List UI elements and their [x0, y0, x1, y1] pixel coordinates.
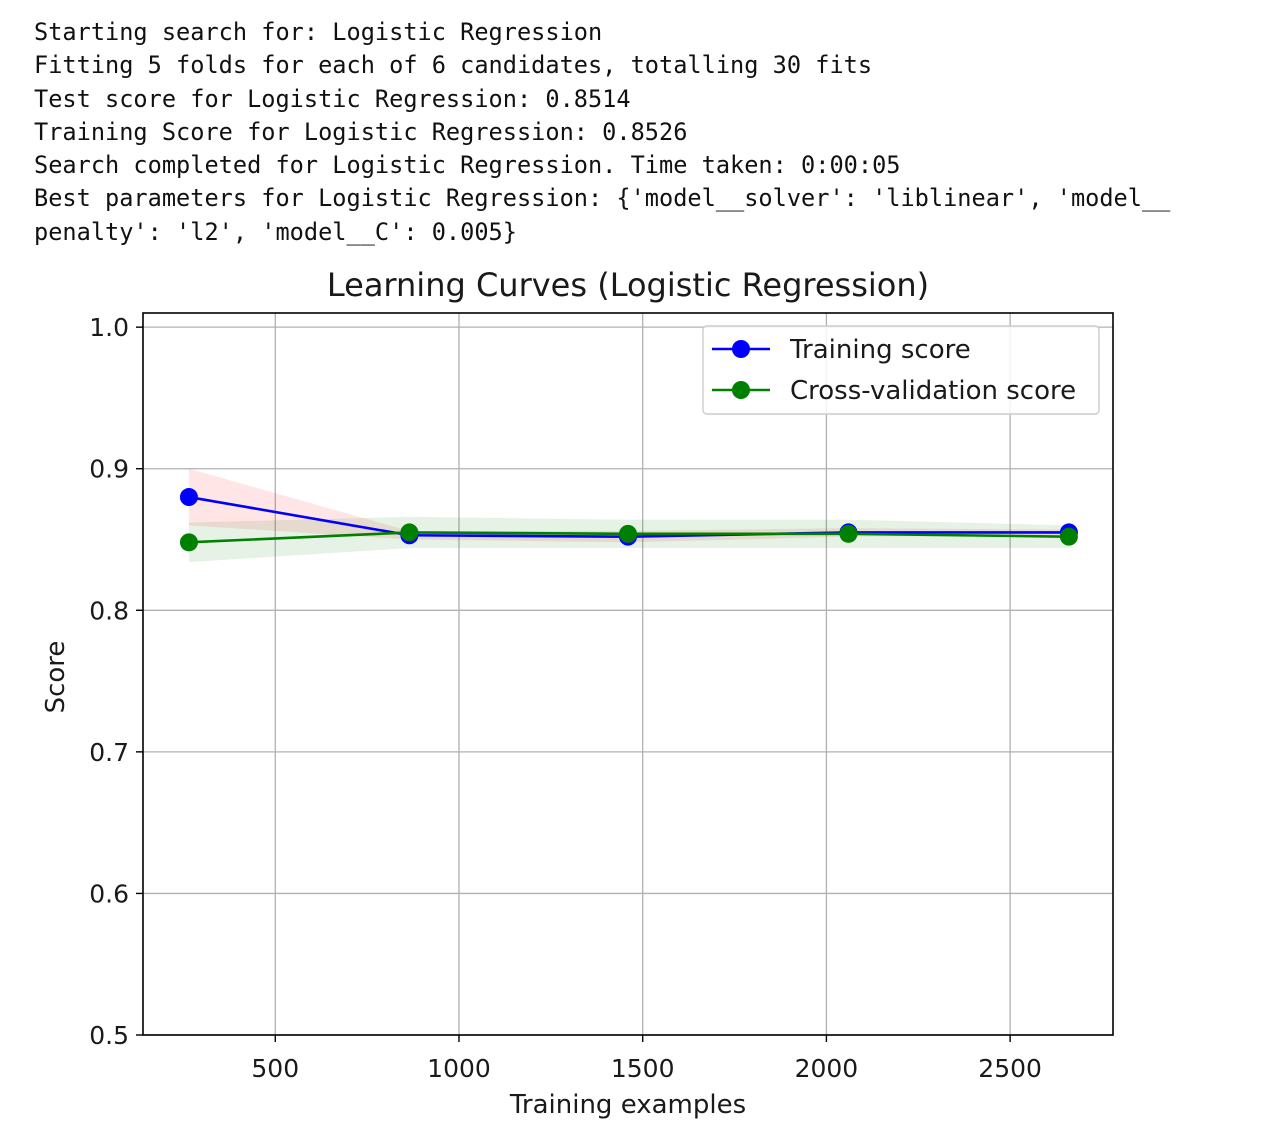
series-lines	[179, 488, 1078, 552]
legend-marker	[732, 381, 750, 399]
y-tick-label: 0.8	[89, 596, 129, 625]
x-tick-label: 1500	[611, 1054, 675, 1083]
console-line: Test score for Logistic Regression: 0.85…	[34, 84, 631, 113]
console-line: Best parameters for Logistic Regression:…	[34, 184, 1171, 213]
legend-box	[702, 325, 1100, 415]
y-tick-label: 0.9	[89, 455, 129, 484]
x-axis-label: Training examples	[509, 1090, 746, 1120]
console-line: penalty': 'l2', 'model__C': 0.005}	[34, 217, 517, 246]
y-tick-label: 1.0	[89, 313, 129, 342]
x-tick-label: 500	[251, 1054, 299, 1083]
console-line: Training Score for Logistic Regression: …	[34, 117, 688, 146]
x-tick-label: 2000	[795, 1054, 859, 1083]
legend-marker	[732, 340, 750, 358]
data-point	[1059, 527, 1078, 546]
grid	[143, 313, 1113, 1036]
data-point	[619, 524, 637, 543]
data-point	[179, 488, 198, 507]
y-tick-label: 0.6	[89, 879, 129, 908]
legend: Training score Cross-validation score	[702, 325, 1100, 415]
axis-ticks: 500 1000 1500 2000 2500 0.5 0.6 0.7 0.8 0.9 1.0	[89, 313, 1042, 1083]
x-tick-label: 2500	[978, 1054, 1042, 1083]
x-tick-label: 1000	[427, 1054, 491, 1083]
data-point	[179, 533, 198, 552]
y-tick-label: 0.5	[89, 1021, 129, 1050]
chart-title: Learning Curves (Logistic Regression)	[327, 266, 929, 304]
console-line: Search completed for Logistic Regression…	[34, 151, 901, 180]
console-line: Fitting 5 folds for each of 6 candidates…	[34, 51, 873, 80]
confidence-bands	[188, 468, 1069, 563]
legend-label: Cross-validation score	[790, 376, 1076, 406]
console-line: Starting search for: Logistic Regression	[34, 18, 603, 46]
data-point	[839, 524, 858, 543]
legend-label: Training score	[789, 335, 971, 365]
y-tick-label: 0.7	[89, 738, 129, 767]
console-output: Starting search for: Logistic Regression…	[34, 16, 1170, 249]
y-axis-label: Score	[41, 641, 71, 714]
data-point	[400, 523, 419, 542]
plot-area-frame	[142, 312, 1114, 1036]
